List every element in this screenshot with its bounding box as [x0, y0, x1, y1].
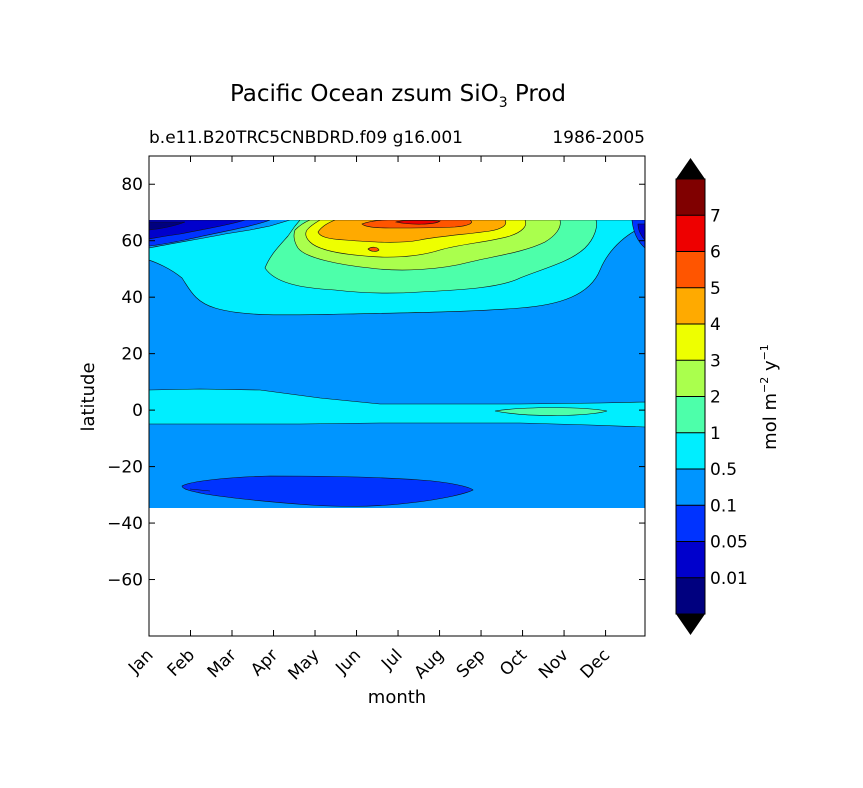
colorbar-segment	[676, 179, 705, 216]
colorbar-tick-label: 0.01	[710, 569, 748, 589]
colorbar: 0.01 0.05 0.1 0.5 1 2 3 4 5 6 7	[675, 158, 748, 635]
colorbar-tick-label: 0.05	[710, 533, 748, 553]
colorbar-tick-label: 2	[710, 388, 721, 408]
contour-north-pacific-6-7	[394, 220, 441, 225]
contour-equatorial-patch	[494, 407, 608, 416]
y-tick-label: 60	[121, 232, 143, 252]
colorbar-segment	[676, 541, 705, 578]
colorbar-label-main: mol m	[760, 393, 781, 450]
x-tick-label: Jul	[377, 645, 406, 674]
x-tick-label: Dec	[577, 645, 614, 682]
colorbar-segment	[676, 287, 705, 324]
x-tick-label: Jan	[124, 645, 157, 678]
colorbar-tick-label: 4	[710, 315, 721, 335]
x-tick-label: May	[285, 645, 324, 684]
y-tick-label: 40	[121, 288, 143, 308]
chart-title-subscript: 3	[499, 95, 508, 111]
x-tick-label: Mar	[204, 645, 241, 682]
colorbar-segment	[676, 505, 705, 542]
contour-equatorial-band	[149, 388, 645, 428]
colorbar-tick-label: 7	[710, 206, 721, 226]
x-tick-label: Nov	[535, 645, 573, 683]
x-tick-label: Oct	[496, 645, 531, 680]
x-tick-label: Sep	[453, 645, 490, 682]
y-tick-label: −20	[107, 458, 143, 478]
chart-title-main: Pacific Ocean zsum SiO	[230, 81, 499, 107]
contour-south-pacific-gyre-line	[189, 488, 211, 492]
x-tick-label: Apr	[247, 645, 282, 680]
y-tick-label: −60	[107, 571, 143, 591]
chart-subtitle-right: 1986-2005	[552, 128, 645, 148]
contour-field	[149, 220, 645, 508]
contour-south-pacific-gyre	[181, 475, 474, 507]
colorbar-segment	[676, 251, 705, 288]
colorbar-segment	[676, 360, 705, 397]
colorbar-tick-label: 0.5	[710, 460, 737, 480]
x-tick-label: Jun	[331, 645, 365, 679]
colorbar-label-mid: y	[760, 360, 781, 377]
colorbar-label-exp2: −1	[758, 344, 771, 360]
colorbar-segment	[676, 215, 705, 252]
y-tick-label: 0	[132, 401, 143, 421]
chart-title: Pacific Ocean zsum SiO3 Prod	[230, 81, 566, 111]
y-tick-label: 20	[121, 345, 143, 365]
x-axis-label: month	[368, 687, 426, 708]
colorbar-tick-label: 1	[710, 424, 721, 444]
y-tick-label: 80	[121, 175, 143, 195]
colorbar-label: mol m−2 y−1	[758, 344, 781, 450]
contour-north-edge-dec-low	[637, 223, 645, 241]
colorbar-tick-label: 3	[710, 351, 721, 371]
x-tick-label: Aug	[410, 645, 448, 683]
contour-north-pacific-blob	[367, 246, 380, 252]
colorbar-segment	[676, 432, 705, 469]
y-axis-label: latitude	[78, 362, 99, 431]
chart-title-tail: Prod	[508, 81, 566, 107]
x-tick-label: Feb	[164, 645, 199, 680]
colorbar-extend-max	[676, 158, 705, 179]
colorbar-segment	[676, 469, 705, 506]
colorbar-label-exp1: −2	[758, 377, 771, 393]
y-tick-label: −40	[107, 514, 143, 534]
colorbar-tick-label: 0.1	[710, 496, 737, 516]
colorbar-segment	[676, 396, 705, 433]
colorbar-tick-label: 5	[710, 279, 721, 299]
colorbar-segment	[676, 577, 705, 614]
plot-frame	[148, 155, 646, 637]
colorbar-tick-label: 6	[710, 243, 721, 263]
y-axis: 80 60 40 20 0 −20 −40 −60	[107, 175, 645, 591]
chart-subtitle-left: b.e11.B20TRC5CNBDRD.f09 g16.001	[149, 128, 463, 148]
colorbar-extend-min	[676, 614, 705, 635]
colorbar-segment	[676, 324, 705, 361]
